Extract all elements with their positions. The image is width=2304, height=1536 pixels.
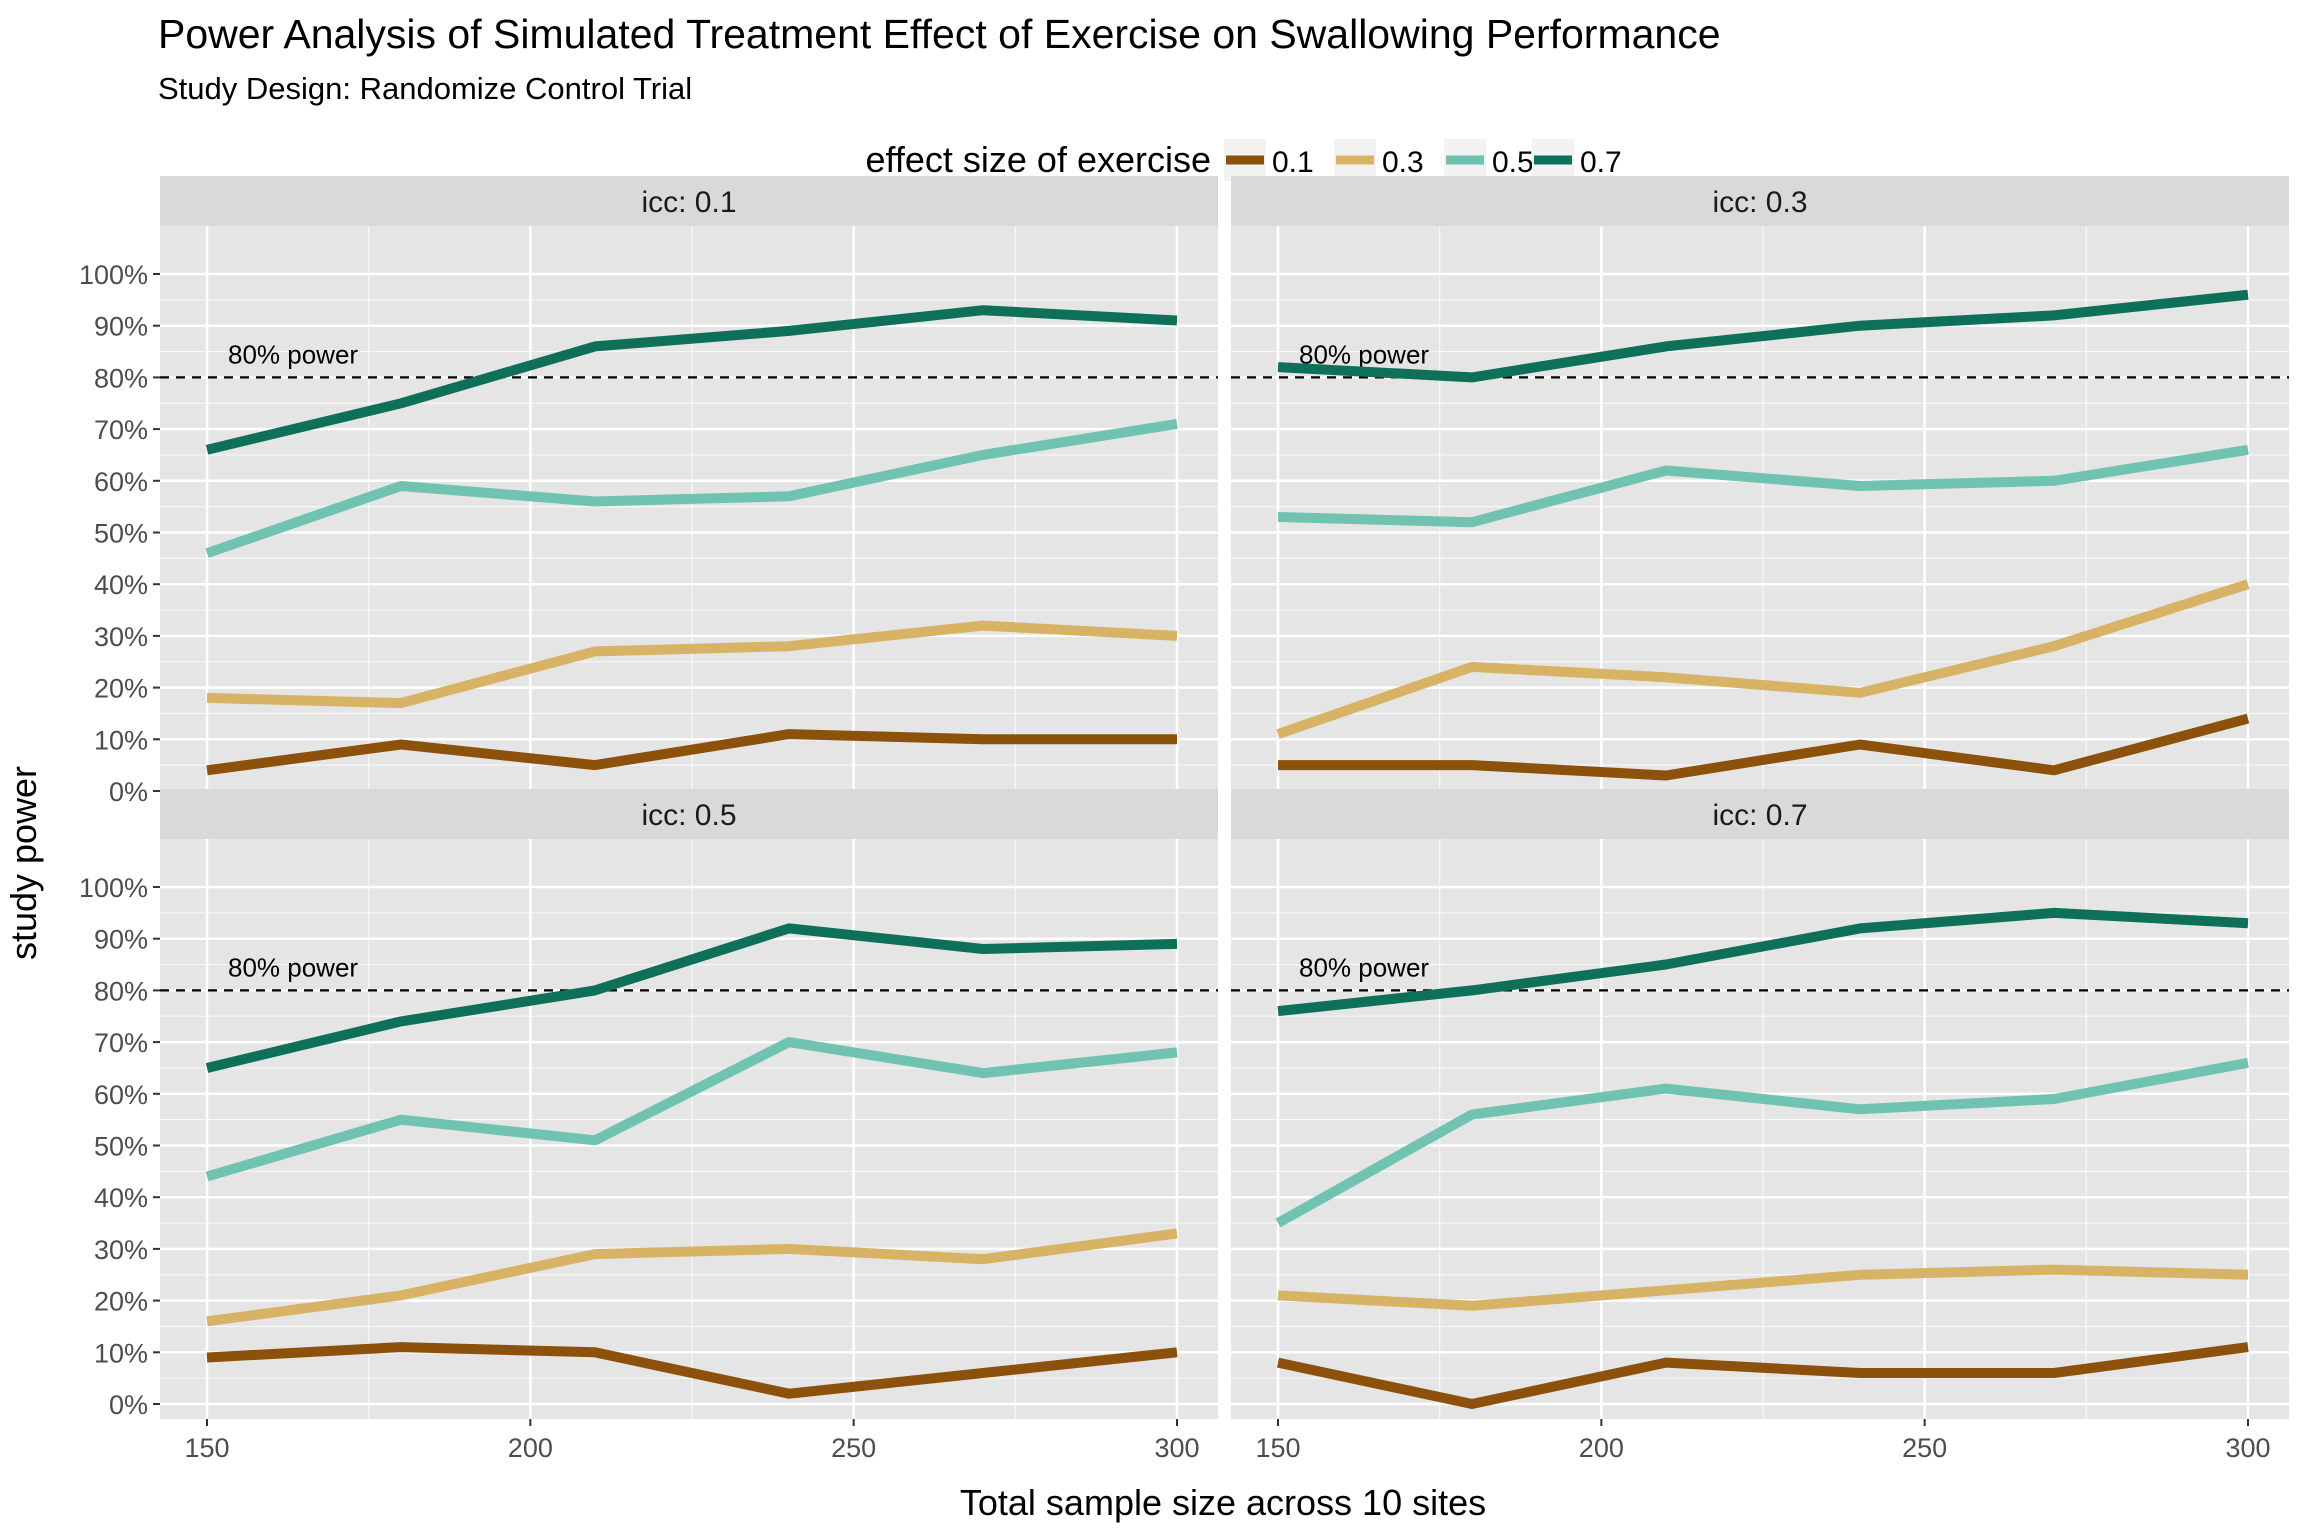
x-tick-label: 300	[1154, 1433, 1199, 1463]
series-line	[1276, 1342, 2249, 1409]
x-tick-label: 250	[831, 1433, 876, 1463]
panel-background	[160, 226, 1218, 806]
y-axis-label: study power	[3, 766, 44, 960]
facet-strip	[1231, 176, 2289, 226]
series-line	[1278, 713, 2250, 781]
chart-title: Power Analysis of Simulated Treatment Ef…	[158, 11, 1721, 57]
y-tick-label: 80%	[94, 976, 148, 1006]
panel: icc: 0.7 80% power 150 200 250 300	[1231, 789, 2289, 1463]
series-line	[205, 1037, 1178, 1182]
reference-line-label: 80% power	[228, 339, 358, 369]
y-tick-label: 50%	[94, 519, 148, 549]
x-tick-label: 250	[1902, 1433, 1947, 1463]
x-tick-label: 150	[184, 1433, 229, 1463]
legend-entry-label: 0.3	[1382, 146, 1424, 179]
y-tick-label: 40%	[94, 1183, 148, 1213]
facet-strip	[160, 176, 1218, 226]
series-line	[206, 729, 1177, 776]
y-tick-label: 90%	[94, 312, 148, 342]
panel-background	[160, 839, 1218, 1419]
legend: effect size of exercise 0.1 0.3 0.5 0.7	[866, 139, 1622, 181]
legend-entry-label: 0.7	[1580, 146, 1622, 179]
y-tick-label: 20%	[94, 674, 148, 704]
panel: icc: 0.380% power	[1231, 176, 2289, 806]
x-tick-label: 150	[1255, 1433, 1300, 1463]
y-tick-label: 0%	[109, 777, 148, 807]
x-tick-label: 300	[2225, 1433, 2270, 1463]
y-tick-label: 100%	[79, 260, 148, 290]
y-tick-label: 0%	[109, 1390, 148, 1420]
panel-background	[1231, 839, 2289, 1419]
x-tick-label: 200	[508, 1433, 553, 1463]
series-line	[1277, 289, 2249, 383]
y-tick-label: 90%	[94, 925, 148, 955]
y-tick-label: 70%	[94, 415, 148, 445]
series-line	[205, 418, 1178, 558]
y-tick-label: 50%	[94, 1132, 148, 1162]
y-tick-label: 30%	[94, 1235, 148, 1265]
reference-line-label: 80% power	[1299, 952, 1429, 982]
series-line	[206, 620, 1178, 709]
y-tick-label: 10%	[94, 1338, 148, 1368]
facet-strip	[160, 789, 1218, 839]
y-tick-label: 60%	[94, 467, 148, 497]
legend-entry-label: 0.5	[1492, 146, 1534, 179]
y-tick-label: 10%	[94, 725, 148, 755]
facet-strip-label: icc: 0.5	[641, 799, 736, 832]
series-line	[1275, 1057, 2249, 1228]
series-line	[1277, 444, 2249, 528]
series-line	[206, 1228, 1178, 1327]
y-tick-label: 20%	[94, 1287, 148, 1317]
y-tick-label: 40%	[94, 570, 148, 600]
facet-strip-label: icc: 0.1	[641, 186, 736, 219]
y-tick-label: 30%	[94, 622, 148, 652]
chart-subtitle: Study Design: Randomize Control Trial	[158, 71, 692, 106]
y-tick-label: 70%	[94, 1028, 148, 1058]
series-line	[1277, 1264, 2249, 1311]
y-tick-label: 100%	[79, 873, 148, 903]
series-line	[205, 305, 1178, 455]
facet-strip-label: icc: 0.7	[1712, 799, 1807, 832]
legend-entry-label: 0.1	[1272, 146, 1314, 179]
reference-line-label: 80% power	[228, 952, 358, 982]
panel: icc: 0.5 80% power 0% 10% 20% 30% 40% 50% 60% 70%…	[79, 789, 1218, 1463]
facet-strip-label: icc: 0.3	[1712, 186, 1807, 219]
series-line	[206, 1342, 1178, 1399]
facet-strip	[1231, 789, 2289, 839]
legend-title: effect size of exercise	[866, 139, 1212, 180]
x-axis-label: Total sample size across 10 sites	[960, 1482, 1486, 1523]
panel: icc: 0.1 80% power 0% 10% 20% 30% 40% 50% 60% 70%…	[79, 176, 1218, 807]
x-tick-label: 200	[1579, 1433, 1624, 1463]
series-line	[1276, 579, 2250, 739]
facet-panels: icc: 0.1 80% power 0% 10% 20% 30% 40% 50% 60% 70%…	[79, 176, 2289, 1463]
y-tick-label: 80%	[94, 363, 148, 393]
series-line	[205, 923, 1178, 1073]
series-line	[1277, 907, 2249, 1017]
y-tick-label: 60%	[94, 1080, 148, 1110]
